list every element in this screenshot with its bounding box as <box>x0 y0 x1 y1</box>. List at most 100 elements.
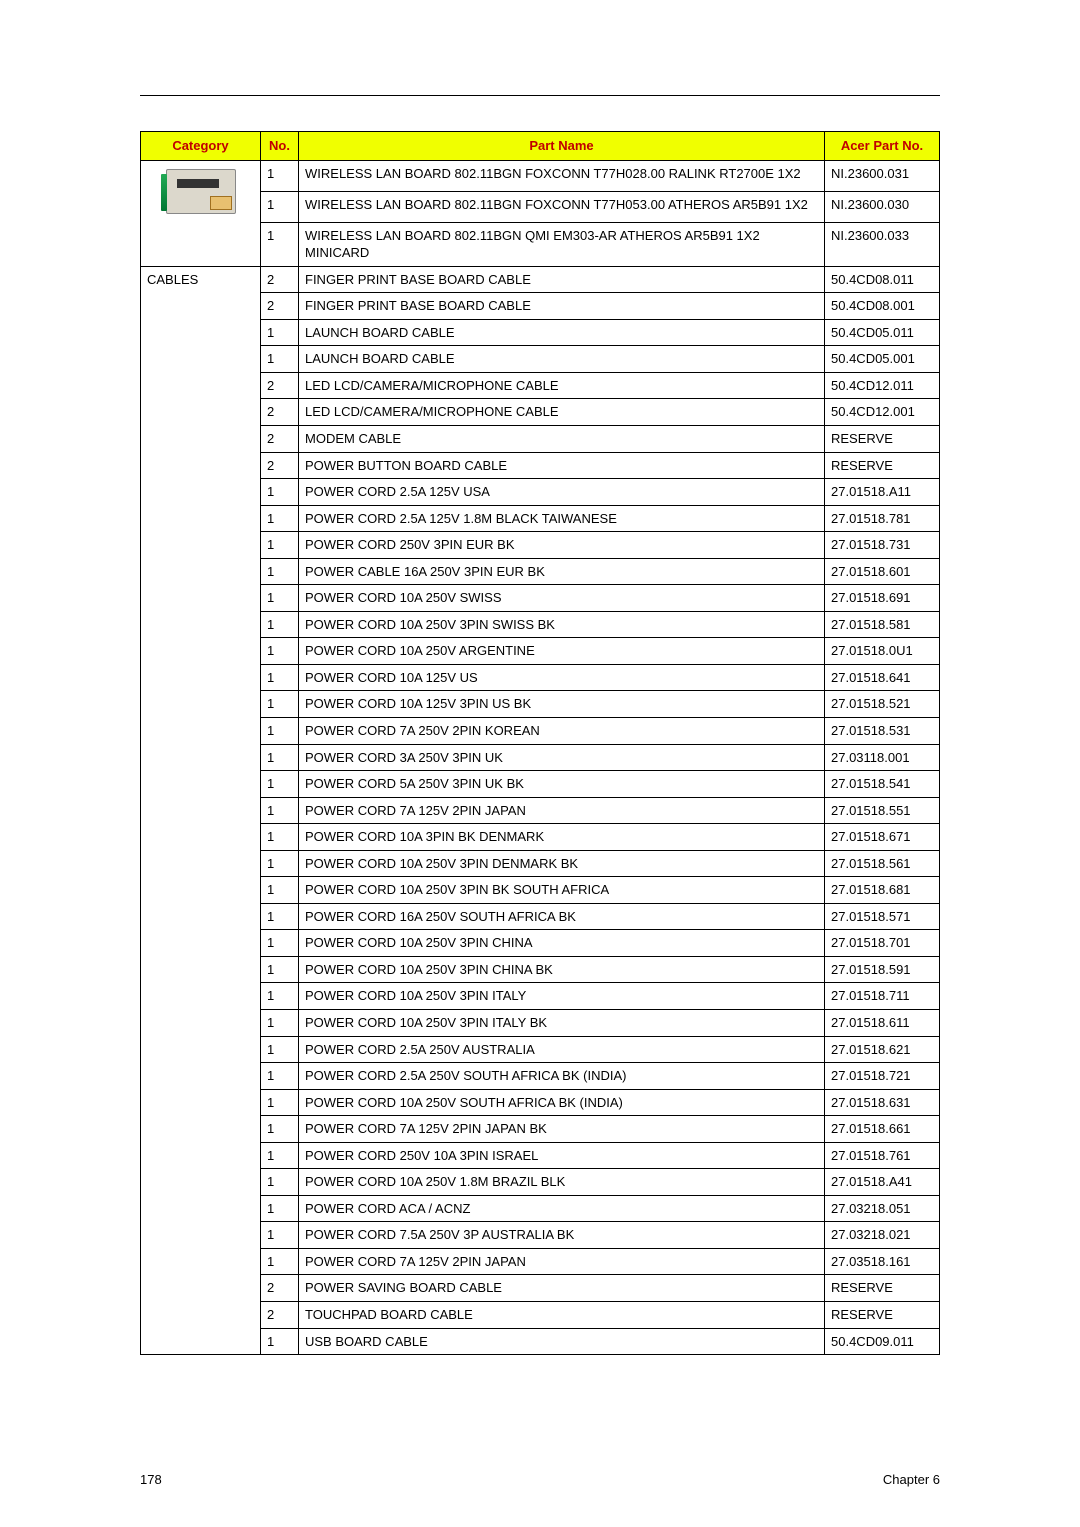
table-row: 1POWER CORD 2.5A 125V 1.8M BLACK TAIWANE… <box>141 505 940 532</box>
table-row: 1POWER CORD 10A 125V 3PIN US BK27.01518.… <box>141 691 940 718</box>
table-row: 1POWER CORD 10A 250V 3PIN BK SOUTH AFRIC… <box>141 877 940 904</box>
category-blank-cell <box>141 399 261 426</box>
cell-no: 1 <box>261 1328 299 1355</box>
cell-no: 1 <box>261 1222 299 1249</box>
cell-acerpart: 27.01518.731 <box>825 532 940 559</box>
cell-partname: POWER CORD 250V 3PIN EUR BK <box>299 532 825 559</box>
cell-no: 1 <box>261 611 299 638</box>
table-row: 1POWER CORD 7A 125V 2PIN JAPAN BK27.0151… <box>141 1116 940 1143</box>
cell-no: 1 <box>261 1063 299 1090</box>
cell-no: 2 <box>261 425 299 452</box>
category-blank-cell <box>141 479 261 506</box>
cell-no: 2 <box>261 1302 299 1329</box>
category-blank-cell <box>141 903 261 930</box>
table-row: 1POWER CORD 7.5A 250V 3P AUSTRALIA BK27.… <box>141 1222 940 1249</box>
table-row: 1POWER CORD 2.5A 250V AUSTRALIA27.01518.… <box>141 1036 940 1063</box>
cell-acerpart: 27.01518.641 <box>825 664 940 691</box>
table-row: 1POWER CORD 10A 250V 3PIN SWISS BK27.015… <box>141 611 940 638</box>
page-number: 178 <box>140 1472 162 1487</box>
cell-acerpart: 27.01518.661 <box>825 1116 940 1143</box>
cell-no: 1 <box>261 638 299 665</box>
cell-acerpart: 27.01518.601 <box>825 558 940 585</box>
cell-acerpart: 27.01518.551 <box>825 797 940 824</box>
cell-no: 1 <box>261 797 299 824</box>
cell-no: 1 <box>261 903 299 930</box>
table-row: 1WIRELESS LAN BOARD 802.11BGN FOXCONN T7… <box>141 191 940 222</box>
table-row: 2POWER BUTTON BOARD CABLERESERVE <box>141 452 940 479</box>
cell-no: 2 <box>261 399 299 426</box>
table-body: 1WIRELESS LAN BOARD 802.11BGN FOXCONN T7… <box>141 160 940 1355</box>
table-header-row: Category No. Part Name Acer Part No. <box>141 132 940 161</box>
category-blank-cell <box>141 983 261 1010</box>
cell-no: 1 <box>261 930 299 957</box>
cell-no: 1 <box>261 1116 299 1143</box>
cell-no: 1 <box>261 1195 299 1222</box>
cell-acerpart: 50.4CD09.011 <box>825 1328 940 1355</box>
table-row: 1POWER CORD 7A 125V 2PIN JAPAN27.01518.5… <box>141 797 940 824</box>
cell-acerpart: 27.01518.781 <box>825 505 940 532</box>
cell-no: 1 <box>261 850 299 877</box>
table-row: 1POWER CORD 7A 125V 2PIN JAPAN27.03518.1… <box>141 1248 940 1275</box>
table-row: 1POWER CORD 3A 250V 3PIN UK27.03118.001 <box>141 744 940 771</box>
cell-acerpart: 27.01518.721 <box>825 1063 940 1090</box>
category-blank-cell <box>141 372 261 399</box>
table-row: 1POWER CORD 10A 250V 3PIN DENMARK BK27.0… <box>141 850 940 877</box>
table-row: 1POWER CORD 10A 250V SOUTH AFRICA BK (IN… <box>141 1089 940 1116</box>
category-blank-cell <box>141 638 261 665</box>
th-no: No. <box>261 132 299 161</box>
cell-no: 1 <box>261 479 299 506</box>
cell-no: 1 <box>261 1169 299 1196</box>
cell-no: 1 <box>261 691 299 718</box>
category-blank-cell <box>141 956 261 983</box>
category-blank-cell <box>141 222 261 266</box>
category-blank-cell <box>141 771 261 798</box>
table-row: 1POWER CORD 10A 125V US27.01518.641 <box>141 664 940 691</box>
cell-acerpart: 27.01518.671 <box>825 824 940 851</box>
cell-no: 1 <box>261 956 299 983</box>
cell-acerpart: NI.23600.031 <box>825 160 940 191</box>
category-blank-cell <box>141 532 261 559</box>
category-blank-cell <box>141 346 261 373</box>
cell-partname: POWER CORD 7A 125V 2PIN JAPAN <box>299 1248 825 1275</box>
cell-partname: USB BOARD CABLE <box>299 1328 825 1355</box>
cell-partname: WIRELESS LAN BOARD 802.11BGN FOXCONN T77… <box>299 160 825 191</box>
cell-no: 1 <box>261 824 299 851</box>
table-row: 2LED LCD/CAMERA/MICROPHONE CABLE50.4CD12… <box>141 372 940 399</box>
category-cables-label: CABLES <box>141 266 261 293</box>
th-partname: Part Name <box>299 132 825 161</box>
cell-acerpart: 27.01518.611 <box>825 1010 940 1037</box>
cell-no: 1 <box>261 585 299 612</box>
cell-partname: POWER CORD 10A 250V SOUTH AFRICA BK (IND… <box>299 1089 825 1116</box>
cell-no: 1 <box>261 222 299 266</box>
category-blank-cell <box>141 744 261 771</box>
table-row: 2LED LCD/CAMERA/MICROPHONE CABLE50.4CD12… <box>141 399 940 426</box>
category-blank-cell <box>141 850 261 877</box>
category-blank-cell <box>141 824 261 851</box>
table-row: 1WIRELESS LAN BOARD 802.11BGN QMI EM303-… <box>141 222 940 266</box>
cell-acerpart: NI.23600.030 <box>825 191 940 222</box>
table-row: 2TOUCHPAD BOARD CABLERESERVE <box>141 1302 940 1329</box>
cell-partname: POWER CORD 250V 10A 3PIN ISRAEL <box>299 1142 825 1169</box>
cell-no: 1 <box>261 319 299 346</box>
cell-partname: POWER CORD 7A 250V 2PIN KOREAN <box>299 717 825 744</box>
category-blank-cell <box>141 1222 261 1249</box>
category-blank-cell <box>141 1036 261 1063</box>
cell-acerpart: 27.01518.681 <box>825 877 940 904</box>
cell-no: 1 <box>261 664 299 691</box>
cell-acerpart: RESERVE <box>825 452 940 479</box>
cell-partname: MODEM CABLE <box>299 425 825 452</box>
cell-no: 2 <box>261 452 299 479</box>
cell-partname: LAUNCH BOARD CABLE <box>299 346 825 373</box>
cell-acerpart: 27.01518.571 <box>825 903 940 930</box>
cell-partname: POWER CORD 2.5A 125V USA <box>299 479 825 506</box>
table-row: 1POWER CORD 250V 10A 3PIN ISRAEL27.01518… <box>141 1142 940 1169</box>
category-blank-cell <box>141 664 261 691</box>
table-row: 1POWER CORD 10A 250V 3PIN ITALY27.01518.… <box>141 983 940 1010</box>
category-blank-cell <box>141 1063 261 1090</box>
cell-acerpart: 27.01518.0U1 <box>825 638 940 665</box>
cell-partname: POWER CORD 7.5A 250V 3P AUSTRALIA BK <box>299 1222 825 1249</box>
category-blank-cell <box>141 1275 261 1302</box>
cell-acerpart: 27.01518.761 <box>825 1142 940 1169</box>
cell-no: 1 <box>261 558 299 585</box>
table-row: 2MODEM CABLERESERVE <box>141 425 940 452</box>
